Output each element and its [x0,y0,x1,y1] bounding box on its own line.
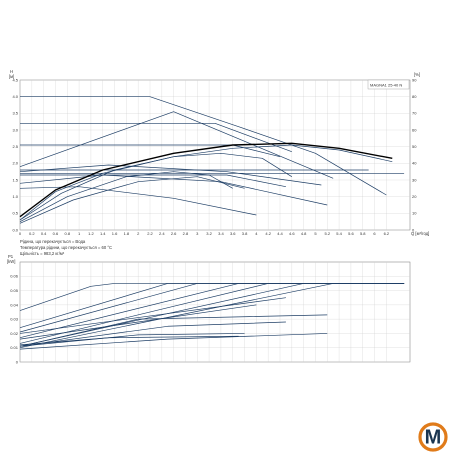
x-tick-label: 5.8 [360,231,366,236]
head-curve-2 [19,111,334,179]
head-curve-15 [19,176,245,224]
y2-tick-label: 40 [412,161,417,166]
y-unit-symbol: P1 [8,254,14,259]
head-curve-10 [19,186,257,216]
x-tick-label: 6 [373,231,376,236]
y-unit: [м] [9,74,14,79]
x-tick-label: 4.2 [265,231,271,236]
x-tick-label: 6.2 [384,231,390,236]
head-curve-8 [20,174,286,188]
x-tick-label: 5.2 [324,231,330,236]
x-tick-label: 2.6 [171,231,177,236]
y-tick-label: 0.06 [10,274,19,279]
note-fluid: Рідина, що перекачується = Вода [20,239,86,244]
x-unit: Q [м³/год] [411,231,429,236]
x-tick-label: 1.2 [88,231,94,236]
y-tick-label: 4.0 [12,94,18,99]
head-flow-chart: 0 0.2 0.4 0.6 0.8 1 1.2 1.4 1.6 1.8 2 2.2 2.4 2.6 2.8 3… [9,69,429,236]
x-tick-label: 1 [78,231,81,236]
x-tick-label: 1.6 [112,231,118,236]
y-tick-label: 1.5 [12,177,18,182]
y-tick-label: 3.0 [12,127,18,132]
brand-logo: M [418,422,448,452]
y-tick-label: 0.0 [12,227,18,232]
x-tick-label: 0.8 [64,231,70,236]
head-curve-12 [19,144,393,221]
head-curve-7 [19,164,322,186]
logo-letter: M [425,427,442,449]
head-curve-3 [20,122,292,152]
x-tick-label: 0.2 [29,231,35,236]
x-tick-label: 1.4 [100,231,106,236]
model-label-box: MAGNA1 25-40 N [367,79,410,90]
x-tick-label: 5.4 [336,231,342,236]
y-tick-label: 2.0 [12,161,18,166]
plot-frame [19,261,411,363]
y-tick-label: 2.5 [12,144,18,149]
y-tick-label: 0.05 [10,288,19,293]
x-tick-label: 3.8 [242,231,248,236]
x-tick-label: 5.6 [348,231,354,236]
x-tick-label: 4.4 [277,231,283,236]
y-tick-label: 0.03 [10,317,19,322]
x-tick-label: 2.8 [183,231,189,236]
head-curve-11 [19,142,393,218]
y2-tick-label: 10 [412,211,417,216]
y2-tick-label: 0 [412,227,415,232]
note-temperature: Температура рідини, що перекачується = 6… [20,245,112,250]
x-tick-label: 3.6 [230,231,236,236]
x-tick-label: 2.4 [159,231,165,236]
x-tick-label: 3.4 [218,231,224,236]
x-tick-label: 4 [255,231,258,236]
y-tick-label: 0.01 [10,345,19,350]
y-tick-label: 4.5 [12,77,18,82]
head-curve-13 [19,152,293,221]
y-unit: [kW] [7,259,15,264]
head-curve-14 [19,171,233,222]
power-curve-11 [19,321,286,347]
y-tick-label: 0.5 [12,211,18,216]
power-curve-13 [19,333,328,350]
x-tick-label: 3.2 [206,231,212,236]
power-curve-8 [19,297,286,334]
head-curve-9 [19,174,328,206]
y2-unit: [%] [414,72,420,77]
y2-tick-label: 20 [412,194,417,199]
fluid-notes: Рідина, що перекачується = Вода Температ… [20,239,112,256]
y2-tick-label: 70 [412,111,417,116]
x-tick-label: 0.6 [53,231,59,236]
x-tick-label: 2 [137,231,140,236]
power-curve-9 [19,304,257,340]
y-tick-label: 0 [16,359,19,364]
plot-frame [19,79,411,231]
y-unit-symbol: H [10,69,13,74]
x-tick-label: 4.8 [301,231,307,236]
y-tick-label: 3.5 [12,111,18,116]
y-tick-label: 1.0 [12,194,18,199]
x-tick-label: 4.6 [289,231,295,236]
power-curve-10 [19,314,328,347]
y2-tick-label: 90 [412,77,417,82]
power-curve-7 [19,283,405,349]
x-tick-label: 0.4 [41,231,47,236]
x-tick-label: 1.8 [124,231,130,236]
y2-tick-label: 60 [412,127,417,132]
head-curve-1 [20,96,387,196]
power-curve-12 [19,333,245,347]
note-density: Щільність = 983,2 кг/м³ [20,251,65,256]
y2-tick-label: 80 [412,94,417,99]
y-tick-label: 0.02 [10,331,19,336]
x-tick-label: 3 [196,231,199,236]
x-tick-label: 2.2 [147,231,153,236]
power-curve-14 [19,335,239,346]
y2-tick-label: 30 [412,177,417,182]
x-tick-label: 0 [19,231,22,236]
power-flow-chart: 0 0.01 0.02 0.03 0.04 0.05 0.06 P1[kW] [7,254,411,364]
y-tick-label: 0.04 [10,302,19,307]
x-tick-label: 5 [314,231,317,236]
model-label: MAGNA1 25-40 N [370,83,402,88]
logo-ring [418,422,448,452]
y2-tick-label: 50 [412,144,417,149]
